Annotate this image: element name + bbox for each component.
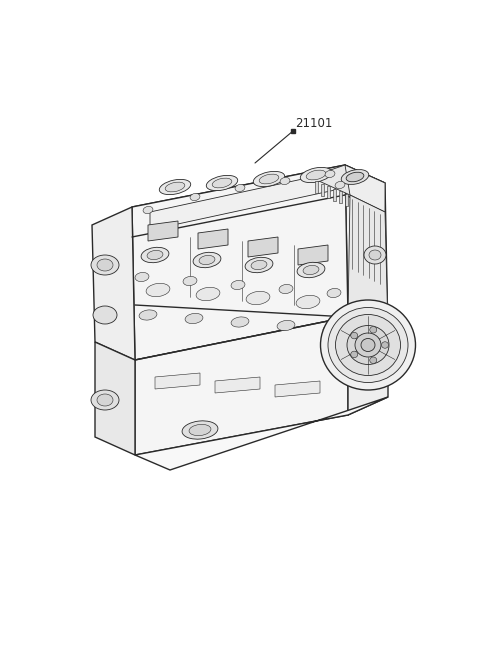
- Ellipse shape: [369, 250, 381, 260]
- Ellipse shape: [251, 261, 267, 270]
- Polygon shape: [198, 229, 228, 249]
- Ellipse shape: [182, 421, 218, 439]
- Ellipse shape: [231, 280, 245, 290]
- Ellipse shape: [346, 172, 364, 182]
- Polygon shape: [345, 165, 388, 335]
- Polygon shape: [95, 342, 135, 455]
- Ellipse shape: [341, 170, 369, 185]
- Ellipse shape: [212, 178, 232, 188]
- Ellipse shape: [245, 257, 273, 272]
- Ellipse shape: [335, 181, 345, 189]
- Polygon shape: [215, 377, 260, 393]
- Ellipse shape: [296, 295, 320, 309]
- Ellipse shape: [93, 306, 117, 324]
- Ellipse shape: [97, 394, 113, 406]
- Polygon shape: [298, 245, 328, 265]
- Ellipse shape: [351, 351, 358, 358]
- Polygon shape: [148, 221, 178, 241]
- Polygon shape: [339, 191, 342, 203]
- Ellipse shape: [370, 357, 377, 364]
- Polygon shape: [348, 195, 388, 333]
- Ellipse shape: [280, 178, 290, 185]
- Polygon shape: [321, 183, 324, 195]
- Ellipse shape: [364, 246, 386, 264]
- Ellipse shape: [193, 252, 221, 268]
- Polygon shape: [333, 189, 336, 200]
- Ellipse shape: [347, 326, 389, 364]
- Ellipse shape: [336, 314, 400, 375]
- Ellipse shape: [146, 284, 170, 297]
- Ellipse shape: [141, 248, 169, 263]
- Ellipse shape: [231, 317, 249, 327]
- Ellipse shape: [91, 255, 119, 275]
- Ellipse shape: [355, 333, 381, 357]
- Ellipse shape: [165, 182, 185, 192]
- Ellipse shape: [321, 300, 416, 390]
- Ellipse shape: [147, 250, 163, 259]
- Polygon shape: [345, 165, 385, 212]
- Ellipse shape: [297, 262, 325, 278]
- Polygon shape: [132, 165, 348, 360]
- Ellipse shape: [185, 313, 203, 324]
- Polygon shape: [310, 165, 385, 195]
- Ellipse shape: [235, 185, 245, 191]
- Polygon shape: [348, 317, 388, 415]
- Ellipse shape: [323, 324, 341, 334]
- Ellipse shape: [361, 339, 375, 352]
- Ellipse shape: [303, 265, 319, 274]
- Ellipse shape: [97, 259, 113, 271]
- Ellipse shape: [325, 170, 335, 178]
- Ellipse shape: [183, 276, 197, 286]
- Ellipse shape: [351, 332, 358, 339]
- Ellipse shape: [139, 310, 157, 320]
- Ellipse shape: [190, 193, 200, 200]
- Polygon shape: [248, 237, 278, 257]
- Polygon shape: [327, 186, 330, 198]
- Polygon shape: [345, 193, 348, 206]
- Polygon shape: [132, 165, 385, 225]
- Ellipse shape: [189, 424, 211, 436]
- Ellipse shape: [159, 179, 191, 195]
- Polygon shape: [155, 373, 200, 389]
- Ellipse shape: [199, 255, 215, 265]
- Ellipse shape: [279, 284, 293, 293]
- Ellipse shape: [135, 272, 149, 282]
- Text: 21101: 21101: [295, 117, 332, 130]
- Ellipse shape: [206, 176, 238, 191]
- Ellipse shape: [196, 288, 220, 301]
- Ellipse shape: [327, 288, 341, 297]
- Ellipse shape: [382, 342, 388, 348]
- Ellipse shape: [143, 206, 153, 214]
- Ellipse shape: [306, 170, 326, 180]
- Ellipse shape: [277, 320, 295, 331]
- Polygon shape: [150, 172, 335, 230]
- Ellipse shape: [246, 291, 270, 305]
- Ellipse shape: [300, 168, 332, 183]
- Polygon shape: [275, 381, 320, 397]
- Polygon shape: [92, 207, 135, 360]
- Ellipse shape: [370, 327, 377, 333]
- Polygon shape: [315, 181, 318, 193]
- Ellipse shape: [253, 172, 285, 187]
- Ellipse shape: [259, 174, 279, 184]
- Polygon shape: [135, 397, 388, 470]
- Polygon shape: [135, 317, 348, 455]
- Ellipse shape: [328, 307, 408, 383]
- Ellipse shape: [91, 390, 119, 410]
